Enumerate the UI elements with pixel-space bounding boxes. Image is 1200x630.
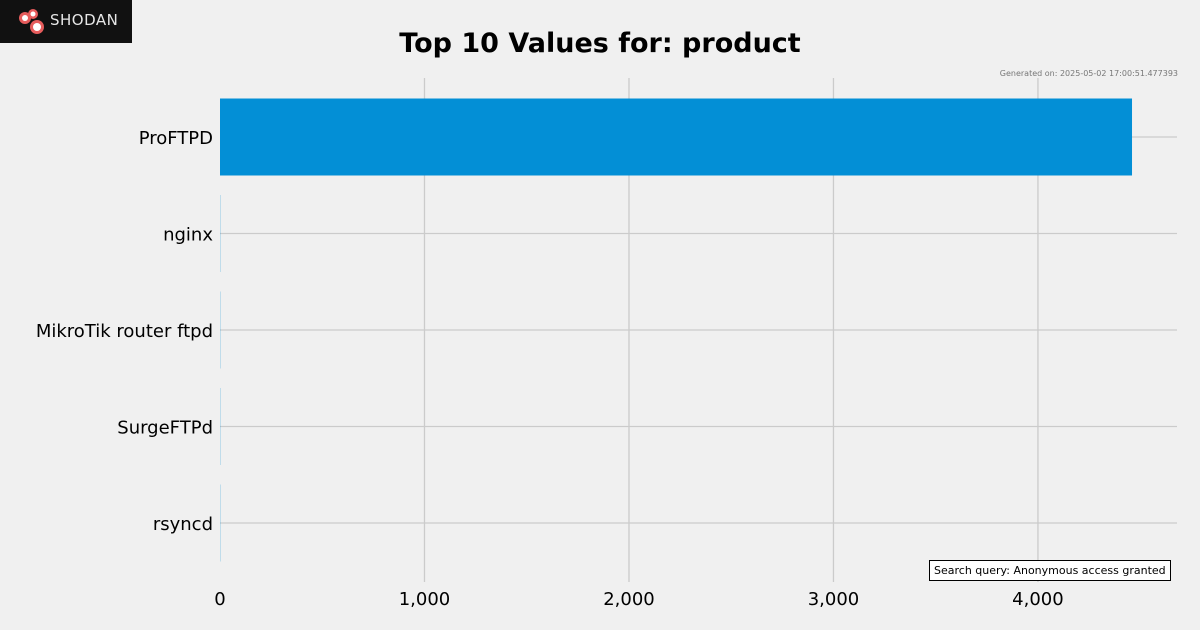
category-labels: ProFTPD nginx MikroTik router ftpd SurgeFTP… [36,128,214,535]
search-query-box: Search query: Anonymous access granted [929,560,1171,581]
bar [220,98,1133,176]
brand-name: SHODAN [50,11,119,29]
x-tick-labels: 0 1,000 2,000 3,000 4,000 [214,589,1063,610]
shodan-logo-icon [19,9,44,34]
generated-timestamp: Generated on: 2025-05-02 17:00:51.477393 [999,69,1178,78]
category-label: MikroTik router ftpd [36,321,213,342]
bars [220,98,1133,562]
category-label: nginx [163,225,213,246]
shodan-logo: SHODAN [0,0,132,43]
x-tick-label: 4,000 [1012,589,1064,610]
category-label: ProFTPD [139,128,213,149]
category-label: SurgeFTPd [117,418,213,439]
x-tick-label: 0 [214,589,225,610]
category-label: rsyncd [153,514,213,535]
x-tick-label: 1,000 [399,589,451,610]
x-tick-label: 3,000 [808,589,860,610]
x-tick-label: 2,000 [603,589,655,610]
chart-title: Top 10 Values for: product [399,28,801,59]
